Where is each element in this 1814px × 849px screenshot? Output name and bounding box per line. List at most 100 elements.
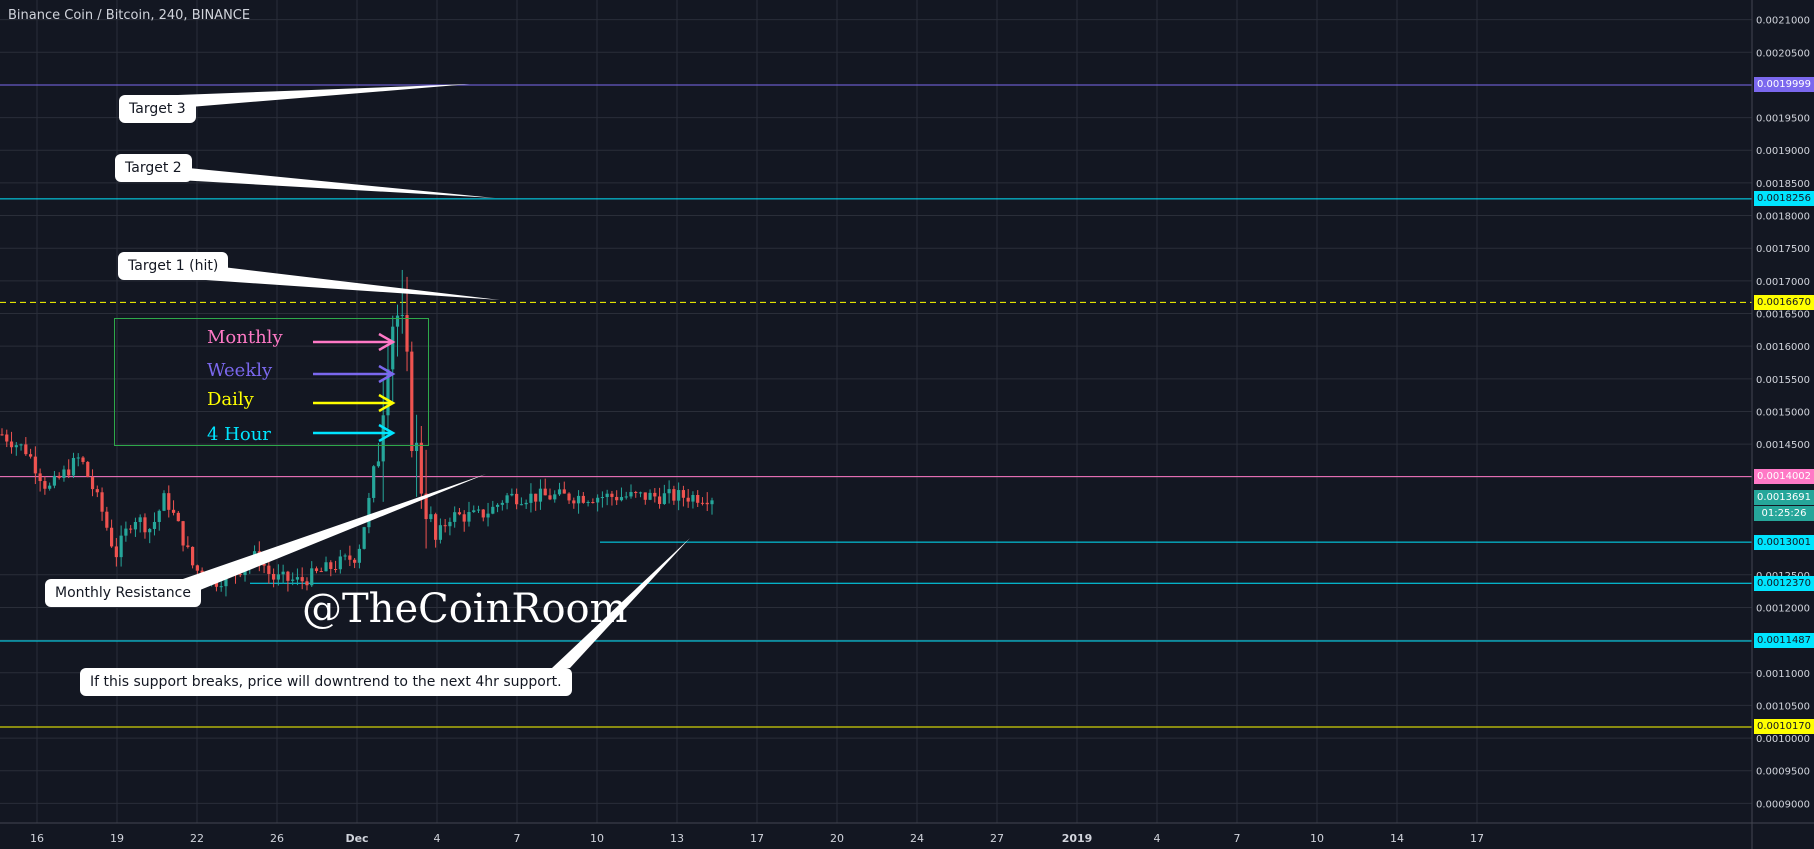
- candle-body: [643, 492, 647, 500]
- y-tick-label: 0.0015500: [1756, 375, 1810, 386]
- y-tick-label: 0.0019500: [1756, 114, 1810, 125]
- y-tick-label: 0.0016000: [1756, 342, 1810, 353]
- y-tick-label: 0.0014500: [1756, 440, 1810, 451]
- candle-body: [615, 496, 619, 501]
- legend-4hour-label: 4 Hour: [207, 424, 271, 445]
- candle-body: [567, 493, 571, 501]
- price-tag: 0.0012370: [1754, 575, 1814, 591]
- candle-body: [610, 493, 614, 497]
- annotation-pointers: [178, 84, 690, 668]
- candle-body: [81, 457, 85, 462]
- candle-body: [109, 527, 114, 547]
- candle-body: [57, 475, 61, 478]
- candle-body: [305, 581, 309, 586]
- x-tick-label: 10: [590, 832, 604, 845]
- candle-body: [662, 493, 666, 504]
- candle-body: [424, 493, 428, 520]
- candle-body: [438, 525, 442, 540]
- candle-body: [691, 494, 695, 502]
- candle-body: [605, 493, 609, 498]
- legend-monthly-arrow-icon: [313, 332, 396, 352]
- candle-body: [572, 500, 576, 504]
- candle-body: [586, 501, 590, 503]
- candle-body: [300, 577, 304, 582]
- candle-body: [314, 568, 319, 572]
- price-tag: 0.0018256: [1754, 191, 1814, 207]
- callout-pointer: [206, 265, 500, 300]
- candle-body: [667, 489, 671, 494]
- candle-body: [486, 513, 490, 518]
- candle-body: [338, 556, 342, 570]
- candle-body: [624, 496, 628, 498]
- candle-body: [324, 562, 328, 572]
- candle-body: [171, 509, 176, 513]
- candle-body: [162, 493, 166, 511]
- y-tick-label: 0.0010000: [1756, 734, 1810, 745]
- x-tick-label: 26: [270, 832, 284, 845]
- candle-body: [672, 489, 676, 501]
- candle-body: [291, 579, 295, 581]
- candle-body: [333, 568, 338, 570]
- candle-body: [28, 454, 33, 457]
- candle-body: [634, 492, 638, 494]
- candle-body: [24, 444, 28, 455]
- candle-body: [696, 494, 700, 503]
- y-tick-label: 0.0010500: [1756, 701, 1810, 712]
- candle-body: [43, 481, 47, 489]
- candle-body: [453, 512, 457, 522]
- candle-body: [638, 492, 643, 494]
- candle-body: [67, 469, 71, 476]
- candle-body: [52, 475, 57, 486]
- candle-body: [448, 521, 452, 527]
- x-tick-label: 20: [830, 832, 844, 845]
- y-tick-label: 0.0015000: [1756, 408, 1810, 419]
- target-2-label: Target 2: [115, 154, 192, 182]
- candle-body: [195, 565, 199, 571]
- price-tag: 0.0013691: [1754, 489, 1814, 505]
- price-tag: 0.0010170: [1754, 719, 1814, 735]
- x-tick-label: 13: [670, 832, 684, 845]
- candle-body: [129, 528, 133, 530]
- candle-body: [414, 442, 419, 452]
- candle-body: [548, 495, 552, 500]
- support-note-label: If this support breaks, price will downt…: [80, 668, 572, 696]
- x-tick-label: 7: [514, 832, 521, 845]
- candle-body: [700, 502, 705, 504]
- candle-body: [124, 528, 128, 536]
- y-tick-label: 0.0009500: [1756, 767, 1810, 778]
- price-tag: 0.0019999: [1754, 77, 1814, 93]
- candle-body: [529, 493, 533, 503]
- candle-body: [538, 488, 543, 502]
- x-tick-label: 19: [110, 832, 124, 845]
- price-tag: 0.0011487: [1754, 633, 1814, 649]
- x-tick-label: 24: [910, 832, 924, 845]
- candle-body: [705, 502, 709, 505]
- x-tick-label: 14: [1390, 832, 1404, 845]
- watermark: @TheCoinRoom: [302, 586, 628, 632]
- timeframe-legend: Monthly Weekly Daily 4 Hour: [114, 318, 429, 446]
- y-tick-label: 0.0016500: [1756, 310, 1810, 321]
- candle-body: [48, 485, 52, 489]
- candle-body: [648, 492, 652, 500]
- candle-body: [143, 517, 147, 533]
- callout-pointer: [178, 167, 495, 198]
- bar-countdown: 01:25:26: [1754, 506, 1814, 521]
- candle-body: [191, 546, 195, 566]
- candle-body: [272, 573, 276, 580]
- candle-body: [462, 514, 466, 522]
- x-tick-label: 22: [190, 832, 204, 845]
- candle-body: [181, 521, 185, 546]
- candle-body: [33, 456, 37, 474]
- candle-body: [419, 442, 423, 494]
- candle-body: [152, 521, 157, 529]
- legend-4hour-arrow-icon: [313, 423, 396, 443]
- candle-body: [157, 510, 161, 522]
- price-tag: 0.0016670: [1754, 294, 1814, 310]
- candle-body: [581, 495, 585, 503]
- candle-body: [434, 514, 438, 540]
- candle-body: [562, 489, 566, 494]
- candle-body: [38, 473, 42, 482]
- y-tick-label: 0.0009000: [1756, 799, 1810, 810]
- candle-body: [262, 563, 266, 566]
